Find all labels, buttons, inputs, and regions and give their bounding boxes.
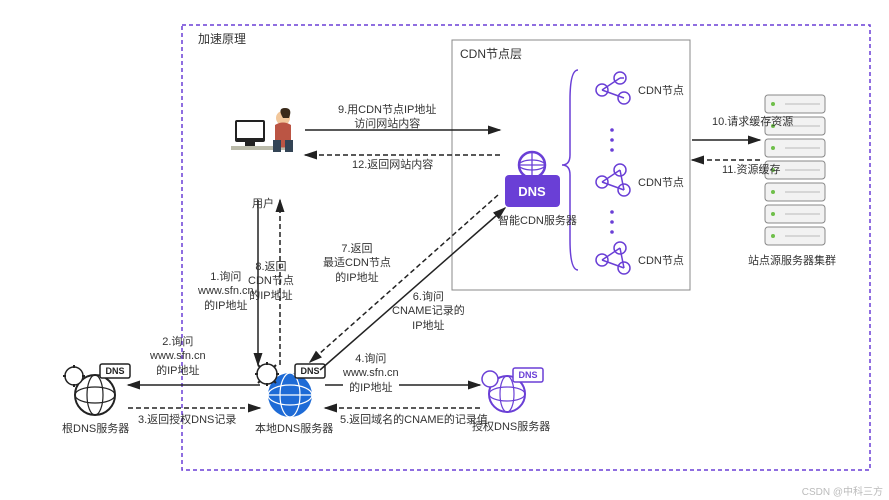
edge-4-label: 4.询问 www.sfn.cn 的IP地址 xyxy=(343,352,399,395)
edge-7-label: 7.返回 最适CDN节点 的IP地址 xyxy=(323,242,391,285)
cdn-node-2-icon xyxy=(596,164,630,196)
cdn-node-1-label: CDN节点 xyxy=(638,82,684,98)
cdn-node-1-icon xyxy=(596,72,630,104)
watermark: CSDN @中科三方 xyxy=(802,483,883,498)
cdn-node-2-label: CDN节点 xyxy=(638,174,684,190)
local-dns-label: 本地DNS服务器 xyxy=(255,420,333,436)
svg-text:DNS: DNS xyxy=(300,366,319,376)
smart-cdn-icon: DNS xyxy=(505,152,560,207)
cdn-box-title: CDN节点层 xyxy=(460,45,522,62)
edge-9-label: 9.用CDN节点IP地址 访问网站内容 xyxy=(338,103,436,132)
user-icon xyxy=(231,108,293,152)
brace xyxy=(562,70,578,270)
edge-10-label: 10.请求缓存资源 xyxy=(712,115,793,129)
root-dns-icon: DNS xyxy=(63,364,130,415)
edge-1-label: 1.询问 www.sfn.cn 的IP地址 xyxy=(198,270,254,313)
edge-5-label: 5.返回域名的CNAME的记录值 xyxy=(340,413,488,427)
edge-2-label: 2.询问 www.sfn.cn 的IP地址 xyxy=(150,335,206,378)
edge-6 xyxy=(320,208,505,370)
edge-12-label: 12.返回网站内容 xyxy=(352,158,433,172)
edge-11-label: 11.资源缓存 xyxy=(722,163,780,177)
edge-3-label: 3.返回授权DNS记录 xyxy=(138,413,236,427)
svg-text:DNS: DNS xyxy=(518,370,537,380)
outer-box-title: 加速原理 xyxy=(198,30,246,47)
cdn-node-3-label: CDN节点 xyxy=(638,252,684,268)
edge-6-label: 6.询问 CNAME记录的 IP地址 xyxy=(392,290,465,333)
auth-dns-icon: DNS xyxy=(482,368,543,412)
user-label: 用户 xyxy=(252,195,274,211)
cdn-node-3-icon xyxy=(596,242,630,274)
origin-label: 站点源服务器集群 xyxy=(748,252,836,268)
root-dns-label: 根DNS服务器 xyxy=(62,420,129,436)
local-dns-icon: DNS xyxy=(255,362,325,417)
svg-text:DNS: DNS xyxy=(518,184,546,199)
smart-cdn-label: 智能CDN服务器 xyxy=(498,212,577,228)
edge-8-label: 8.返回 CDN节点 的IP地址 xyxy=(248,260,294,303)
svg-text:DNS: DNS xyxy=(105,366,124,376)
